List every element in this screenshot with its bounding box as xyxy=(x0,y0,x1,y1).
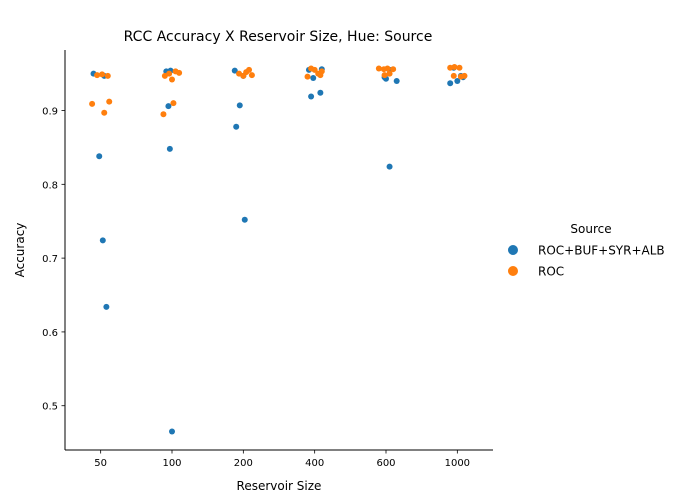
data-point xyxy=(96,153,103,160)
data-point xyxy=(447,80,454,87)
x-tick-label: 400 xyxy=(305,458,324,469)
data-point xyxy=(317,89,324,96)
y-tick-label: 0.5 xyxy=(42,402,58,413)
data-point xyxy=(310,75,317,82)
data-point xyxy=(246,66,253,73)
data-point xyxy=(169,76,175,83)
data-point xyxy=(450,72,457,79)
data-point xyxy=(99,237,106,244)
data-point xyxy=(94,72,101,79)
legend-label-roc: ROC xyxy=(538,265,564,279)
data-point xyxy=(461,72,468,79)
data-point xyxy=(384,65,391,72)
x-tick-label: 1000 xyxy=(445,458,470,469)
legend-label-roc-buf-syr-alb: ROC+BUF+SYR+ALB xyxy=(538,244,665,258)
legend-marker-roc-buf-syr-alb xyxy=(508,245,518,255)
data-point xyxy=(166,70,173,77)
data-point xyxy=(248,72,255,79)
data-point xyxy=(386,70,393,77)
y-axis-label: Accuracy xyxy=(13,223,27,278)
data-point xyxy=(308,93,315,100)
data-point xyxy=(393,77,400,84)
y-tick-group: 0.5 0.6 0.7 0.8 0.9 xyxy=(42,107,65,413)
x-tick-group: 50 100 200 400 600 1000 xyxy=(94,450,470,469)
data-point xyxy=(317,72,324,79)
legend: Source ROC+BUF+SYR+ALB ROC xyxy=(508,222,665,279)
x-tick-label: 50 xyxy=(94,458,107,469)
data-point xyxy=(172,68,179,75)
y-tick-label: 0.8 xyxy=(42,180,58,191)
data-point xyxy=(106,98,113,105)
data-point xyxy=(160,111,167,118)
legend-marker-roc xyxy=(508,266,518,276)
x-axis-label: Reservoir Size xyxy=(237,479,322,493)
data-point xyxy=(241,216,248,223)
data-point xyxy=(233,123,240,130)
data-point xyxy=(104,72,111,79)
data-point xyxy=(451,63,458,70)
data-point xyxy=(311,66,318,73)
data-point-group xyxy=(89,63,468,435)
y-tick-label: 0.7 xyxy=(42,254,58,265)
data-point xyxy=(375,65,382,72)
data-point xyxy=(103,303,110,310)
data-point xyxy=(236,102,243,109)
chart-title: RCC Accuracy X Reservoir Size, Hue: Sour… xyxy=(124,29,433,45)
x-tick-label: 100 xyxy=(162,458,181,469)
data-point xyxy=(454,77,461,84)
data-point xyxy=(166,145,173,152)
data-point xyxy=(99,71,106,78)
data-point xyxy=(304,73,311,80)
data-point xyxy=(169,428,175,435)
data-point xyxy=(386,163,393,170)
data-point xyxy=(101,109,108,116)
legend-title: Source xyxy=(570,222,611,236)
data-point xyxy=(381,72,388,79)
data-point xyxy=(390,66,397,73)
x-tick-label: 600 xyxy=(376,458,395,469)
x-tick-label: 200 xyxy=(234,458,253,469)
data-point xyxy=(456,64,463,71)
data-point xyxy=(170,100,177,107)
data-point xyxy=(89,100,96,107)
data-point xyxy=(231,67,238,74)
y-tick-label: 0.6 xyxy=(42,328,58,339)
y-tick-label: 0.9 xyxy=(42,107,58,118)
data-point xyxy=(165,103,172,110)
